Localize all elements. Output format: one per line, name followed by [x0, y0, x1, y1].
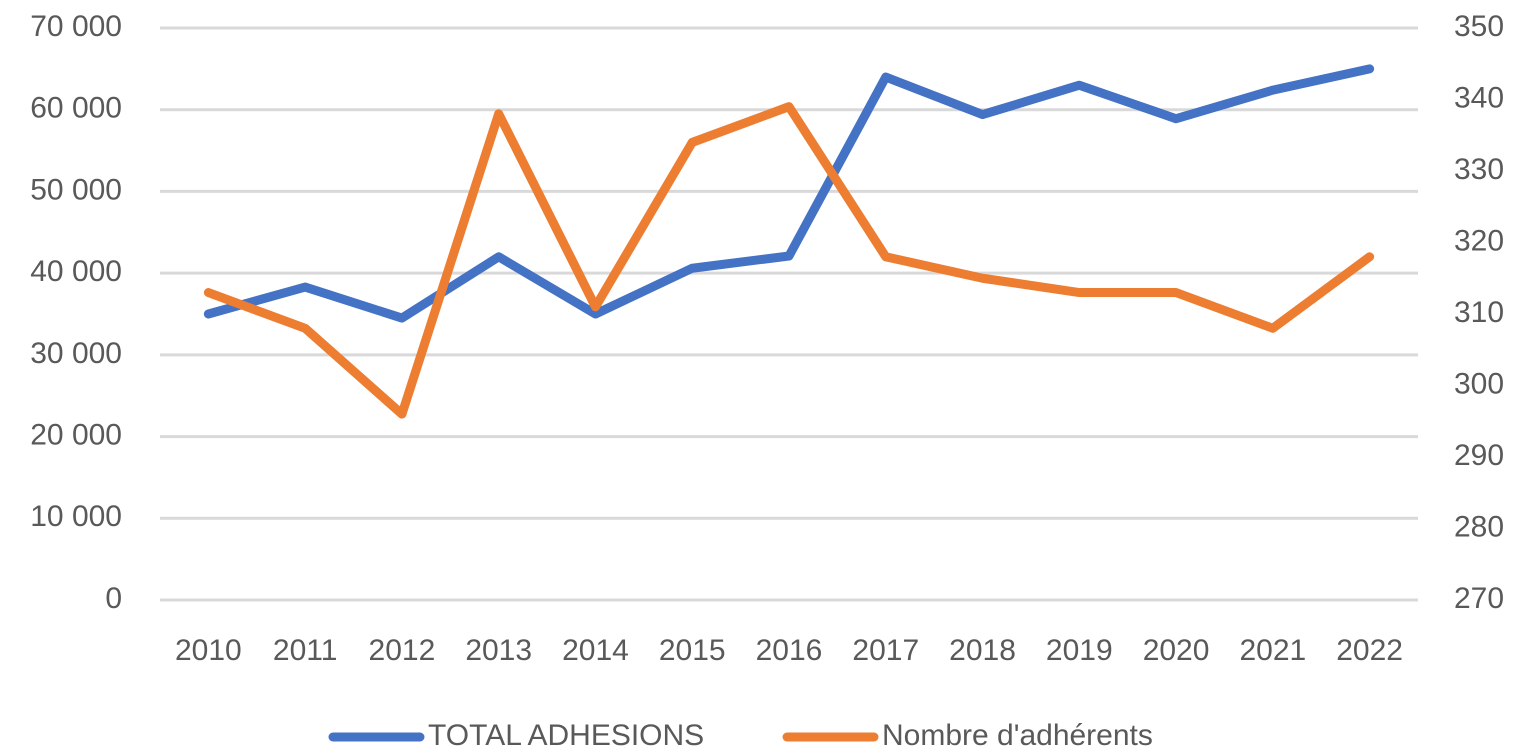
legend-label: TOTAL ADHESIONS [428, 719, 704, 751]
y-tick-label: 40 000 [30, 255, 122, 288]
x-tick-label: 2017 [852, 634, 919, 667]
x-tick-label: 2010 [175, 634, 242, 667]
series-line [203, 64, 1375, 323]
x-tick-label: 2016 [756, 634, 823, 667]
y2-tick-label: 340 [1454, 81, 1504, 114]
y-tick-label: 0 [105, 582, 122, 615]
series-line [203, 102, 1375, 419]
y-tick-label: 70 000 [30, 10, 122, 43]
x-tick-label: 2021 [1239, 634, 1306, 667]
legend-label: Nombre d'adhérents [882, 719, 1153, 751]
y-tick-label: 50 000 [30, 173, 122, 206]
y2-tick-label: 310 [1454, 296, 1504, 329]
y2-tick-label: 330 [1454, 153, 1504, 186]
y2-tick-label: 300 [1454, 367, 1504, 400]
y-tick-label: 60 000 [30, 92, 122, 125]
x-tick-label: 2022 [1336, 634, 1403, 667]
y2-tick-label: 270 [1454, 582, 1504, 615]
y2-tick-label: 350 [1454, 10, 1504, 43]
x-tick-label: 2011 [273, 634, 338, 667]
x-tick-label: 2015 [659, 634, 726, 667]
y-tick-label: 30 000 [30, 337, 122, 370]
x-tick-label: 2014 [562, 634, 629, 667]
x-tick-label: 2012 [369, 634, 436, 667]
y2-tick-label: 290 [1454, 439, 1504, 472]
x-tick-label: 2020 [1143, 634, 1210, 667]
x-tick-label: 2019 [1046, 634, 1113, 667]
x-tick-label: 2013 [465, 634, 532, 667]
x-tick-label: 2018 [949, 634, 1016, 667]
y-tick-label: 20 000 [30, 418, 122, 451]
y2-tick-label: 320 [1454, 224, 1504, 257]
y-tick-label: 10 000 [30, 500, 122, 533]
y2-tick-label: 280 [1454, 510, 1504, 543]
